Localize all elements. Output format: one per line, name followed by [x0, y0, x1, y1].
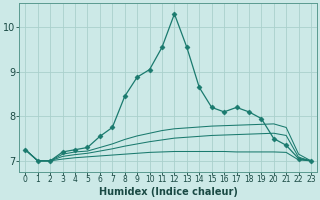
X-axis label: Humidex (Indice chaleur): Humidex (Indice chaleur) [99, 187, 238, 197]
